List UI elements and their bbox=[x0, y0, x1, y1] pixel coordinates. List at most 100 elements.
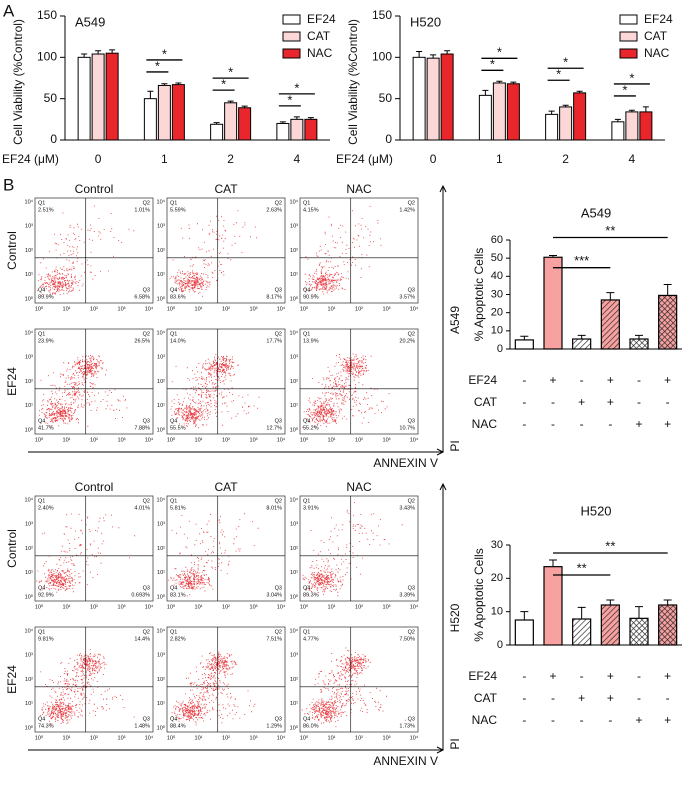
x-tick-label: 10¹ bbox=[328, 437, 336, 443]
quadrant-name: Q4 bbox=[303, 287, 310, 293]
error-bar bbox=[606, 599, 615, 605]
treatment-sign: + bbox=[549, 373, 556, 387]
legend-label: NAC bbox=[307, 46, 333, 60]
bar bbox=[559, 106, 573, 141]
x-tick-label: 10⁰ bbox=[35, 734, 44, 741]
quadrant-name: Q1 bbox=[38, 331, 45, 337]
x-tick-label: 10² bbox=[355, 306, 363, 312]
flow-panel bbox=[166, 495, 286, 602]
treatment-sign: - bbox=[580, 417, 584, 431]
treatment-sign: - bbox=[551, 417, 555, 431]
x-tick-label: 10³ bbox=[118, 604, 126, 610]
y-tick-label: 10⁴ bbox=[290, 496, 299, 503]
treatment-sign: - bbox=[637, 691, 641, 705]
treatment-sign: + bbox=[549, 669, 556, 683]
bar bbox=[304, 118, 318, 141]
x-tick-label: 1 bbox=[496, 152, 503, 166]
x-tick-label: 10³ bbox=[250, 306, 258, 312]
legend-swatch bbox=[619, 14, 638, 25]
bar bbox=[210, 123, 224, 141]
y-tick-label: 10⁰ bbox=[290, 724, 299, 731]
x-tick-label: 10¹ bbox=[328, 306, 336, 312]
x-tick-label: 10⁰ bbox=[35, 436, 44, 443]
y-tick-label: 150 bbox=[372, 8, 392, 22]
significance-label: * bbox=[497, 45, 502, 60]
panel-label: A bbox=[3, 1, 15, 20]
quadrant-name: Q2 bbox=[408, 629, 415, 635]
bar bbox=[572, 338, 592, 350]
x-tick-label: 10² bbox=[355, 735, 363, 741]
quadrant-name: Q2 bbox=[275, 498, 282, 504]
error-bar bbox=[663, 284, 672, 296]
treatment-sign: - bbox=[551, 713, 555, 727]
error-bar bbox=[416, 51, 423, 58]
quadrant-name: Q3 bbox=[408, 287, 415, 293]
quadrant-percent: 8.17% bbox=[266, 294, 282, 300]
quadrant-name: Q1 bbox=[170, 629, 177, 635]
significance-label: ** bbox=[605, 538, 615, 553]
x-tick-label: 10⁴ bbox=[277, 436, 286, 443]
x-tick-label: 10² bbox=[222, 437, 230, 443]
treatment-sign: + bbox=[635, 417, 642, 431]
x-tick-label: 10² bbox=[355, 604, 363, 610]
quadrant-name: Q3 bbox=[143, 585, 150, 591]
bar bbox=[412, 56, 426, 141]
significance-label: * bbox=[294, 80, 299, 95]
quadrant-name: Q2 bbox=[275, 629, 282, 635]
quadrant-percent: 20.2% bbox=[399, 338, 415, 344]
x-tick-label: 10⁴ bbox=[410, 734, 419, 741]
significance-label: * bbox=[228, 65, 233, 80]
quadrant-name: Q1 bbox=[38, 498, 45, 504]
x-tick-label: 10¹ bbox=[195, 306, 203, 312]
row-header: EF24 bbox=[5, 367, 19, 396]
panel-label: B bbox=[3, 175, 14, 194]
x-tick-label: 10⁴ bbox=[145, 603, 154, 610]
quadrant-name: Q3 bbox=[143, 418, 150, 424]
quadrant-percent: 41.7% bbox=[38, 425, 54, 431]
y-tick-label: 10³ bbox=[157, 522, 165, 528]
significance-label: * bbox=[221, 77, 226, 92]
quadrant-name: Q1 bbox=[303, 200, 310, 206]
x-tick-label: 10⁴ bbox=[277, 305, 286, 312]
error-bar bbox=[606, 292, 615, 300]
y-tick-label: 50 bbox=[491, 252, 503, 264]
quadrant-percent: 12.7% bbox=[266, 425, 282, 431]
y-tick-label: 100 bbox=[372, 50, 392, 64]
column-header: Control bbox=[75, 182, 114, 196]
y-tick-label: 10¹ bbox=[290, 570, 298, 576]
bar bbox=[105, 52, 119, 141]
quadrant-name: Q4 bbox=[303, 418, 310, 424]
y-tick-label: 10³ bbox=[25, 224, 33, 230]
y-tick-label: 10² bbox=[290, 379, 298, 385]
quadrant-name: Q1 bbox=[170, 498, 177, 504]
y-tick-label: 10⁴ bbox=[25, 627, 34, 634]
bar bbox=[514, 619, 534, 646]
cell-scatter bbox=[171, 651, 256, 726]
quadrant-percent: 3.43% bbox=[399, 505, 415, 511]
pi-axis-arrow bbox=[439, 184, 447, 452]
quadrant-percent: 2.63% bbox=[266, 207, 282, 213]
quadrant-name: Q4 bbox=[38, 418, 45, 424]
annexin-axis-arrow bbox=[28, 448, 445, 456]
cell-scatter bbox=[170, 354, 260, 429]
y-tick-label: 10³ bbox=[290, 653, 298, 659]
x-tick-label: 10² bbox=[90, 306, 98, 312]
y-tick-label: 10¹ bbox=[290, 403, 298, 409]
y-tick-label: 10¹ bbox=[25, 570, 33, 576]
bar bbox=[440, 53, 454, 141]
treatment-sign: - bbox=[522, 373, 526, 387]
x-tick-label: 10⁴ bbox=[277, 603, 286, 610]
quadrant-percent: 6.58% bbox=[134, 294, 150, 300]
quadrant-name: Q2 bbox=[143, 200, 150, 206]
y-tick-label: 10 bbox=[491, 606, 503, 618]
quadrant-percent: 3.04% bbox=[266, 592, 282, 598]
y-tick-label: 10⁰ bbox=[157, 295, 166, 302]
treatment-label: EF24 bbox=[468, 373, 497, 387]
y-tick-label: 20 bbox=[491, 572, 503, 584]
x-tick-label: 10⁰ bbox=[300, 436, 309, 443]
quadrant-name: Q4 bbox=[303, 585, 310, 591]
x-tick-label: 10⁰ bbox=[300, 603, 309, 610]
y-tick-label: 10⁴ bbox=[290, 329, 299, 336]
cell-scatter bbox=[37, 205, 135, 296]
quadrant-percent: 7.50% bbox=[399, 636, 415, 642]
